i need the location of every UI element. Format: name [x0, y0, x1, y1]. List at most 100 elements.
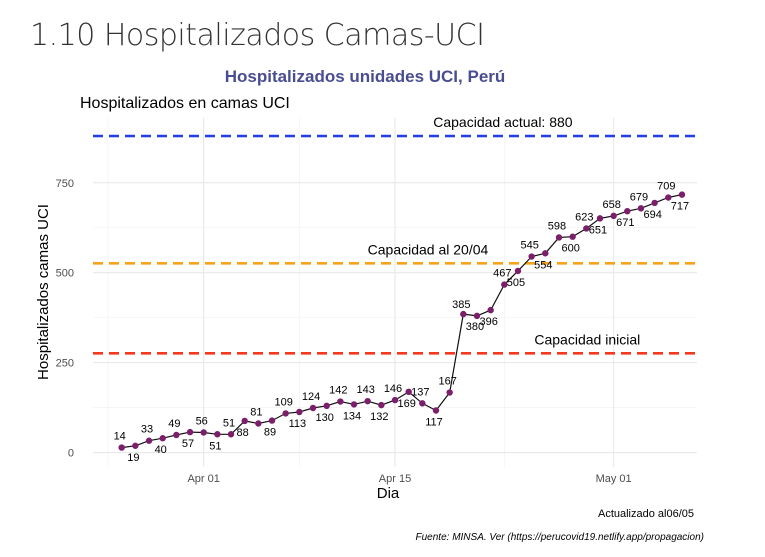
page-heading: 1.10 Hospitalizados Camas-UCI [30, 18, 485, 53]
x-axis-title: Dia [377, 485, 400, 502]
data-label: 167 [438, 376, 456, 388]
data-label: 33 [141, 424, 153, 436]
data-point [268, 417, 276, 424]
data-point [145, 437, 153, 444]
data-point [378, 401, 385, 409]
data-label: 717 [671, 201, 689, 213]
reference-lines: Capacidad actual: 880 Capacidad al 20/04 C… [93, 114, 697, 355]
data-point [637, 205, 645, 212]
data-point [528, 253, 535, 260]
data-point [323, 402, 330, 410]
data-point [227, 431, 235, 438]
data-point [610, 212, 617, 220]
data-point [350, 401, 358, 408]
data-label: 88 [237, 427, 249, 439]
data-label: 89 [264, 427, 276, 439]
data-label: 658 [602, 199, 620, 211]
data-label: 142 [329, 385, 347, 397]
data-label: 396 [479, 316, 497, 328]
reference-line-label: Capacidad actual: 880 [433, 114, 573, 130]
data-point [473, 312, 481, 320]
data-label: 40 [155, 444, 167, 456]
reference-line-label: Capacidad inicial [534, 331, 640, 347]
data-point [624, 207, 631, 215]
data-label: 81 [250, 406, 262, 418]
data-point [542, 250, 549, 257]
data-point [665, 194, 672, 201]
data-label: 143 [356, 384, 374, 396]
data-point [159, 435, 166, 442]
data-label: 14 [114, 431, 126, 443]
x-tick-label: May 01 [596, 473, 632, 485]
data-label: 554 [534, 259, 552, 271]
data-label: 598 [548, 220, 566, 232]
caption-source: Fuente: MINSA. Ver (https://perucovid19.… [416, 532, 705, 543]
data-point [678, 191, 686, 198]
y-axis-title: Hospitalizados camas UCI [35, 204, 52, 380]
data-point [432, 407, 440, 414]
data-point [255, 420, 262, 427]
data-point [241, 417, 248, 425]
data-point [583, 225, 590, 232]
data-point [173, 431, 180, 439]
data-label: 51 [223, 417, 235, 429]
data-label: 385 [452, 299, 470, 311]
series-layer: 1419334049575651518881891091131241301421… [114, 181, 690, 464]
data-label: 56 [196, 415, 208, 427]
data-label: 545 [520, 240, 538, 252]
data-point [596, 215, 604, 222]
data-point [132, 442, 139, 449]
data-label: 709 [657, 181, 675, 193]
data-point [364, 397, 371, 405]
data-label: 671 [616, 217, 634, 229]
data-label: 467 [493, 268, 511, 280]
data-label: 124 [302, 391, 320, 403]
data-point [555, 234, 563, 241]
data-point [651, 199, 658, 207]
data-point [501, 281, 508, 288]
data-label: 134 [343, 410, 361, 422]
data-label: 623 [575, 211, 593, 223]
data-label: 679 [630, 191, 648, 203]
data-label: 146 [384, 383, 402, 395]
data-label: 132 [370, 411, 388, 423]
data-label: 137 [411, 386, 429, 398]
data-label: 694 [643, 209, 661, 221]
y-tick-label: 500 [56, 268, 74, 280]
data-label: 19 [127, 452, 139, 464]
reference-line-label: Capacidad al 20/04 [368, 241, 489, 257]
data-label: 57 [182, 438, 194, 450]
data-point [200, 429, 207, 436]
data-point [309, 404, 317, 412]
data-label: 117 [425, 417, 443, 429]
data-point [118, 444, 125, 451]
data-label: 130 [315, 412, 333, 424]
data-label: 169 [397, 398, 415, 410]
data-point [487, 306, 494, 314]
y-tick-label: 250 [56, 358, 74, 370]
data-point [446, 389, 453, 396]
data-point [391, 396, 399, 404]
caption-updated: Actualizado al06/05 [598, 508, 694, 520]
data-point [296, 408, 303, 416]
y-tick-label: 750 [56, 178, 74, 190]
data-point [282, 410, 289, 417]
data-label: 380 [466, 321, 484, 333]
data-label: 505 [507, 277, 525, 289]
x-tick-label: Apr 15 [379, 473, 411, 485]
data-point [460, 310, 467, 318]
x-tick-label: Apr 01 [187, 473, 219, 485]
data-label: 600 [561, 243, 579, 255]
data-point [405, 388, 412, 396]
axis-layer: 0 250 500 750 Apr 01 Apr 15 May 01 [56, 178, 632, 485]
data-point [186, 428, 194, 436]
data-label: 651 [589, 224, 607, 236]
data-label: 49 [168, 418, 180, 430]
y-tick-label: 0 [68, 448, 74, 460]
data-label: 113 [289, 418, 307, 430]
grid-layer [93, 118, 697, 467]
data-label: 51 [209, 440, 221, 452]
data-point [214, 431, 221, 438]
data-point [419, 400, 426, 407]
